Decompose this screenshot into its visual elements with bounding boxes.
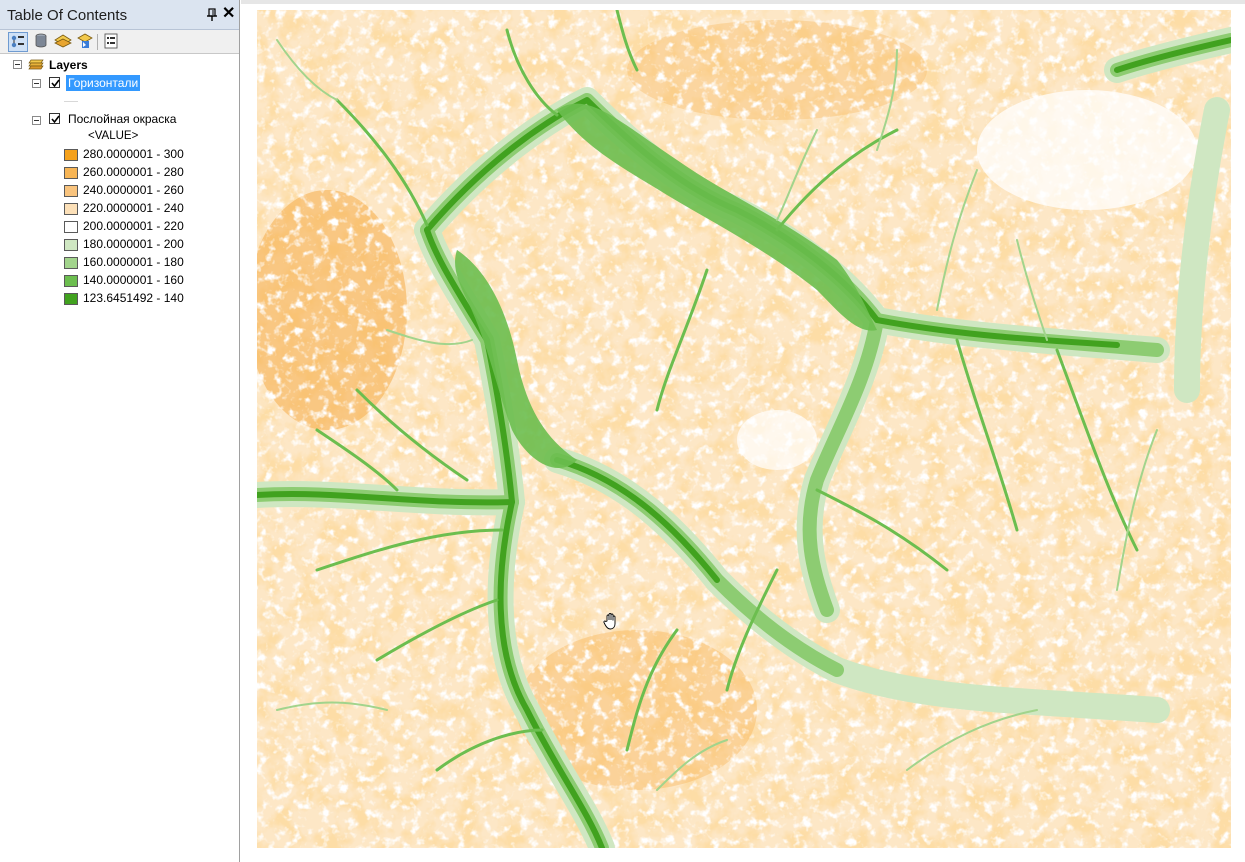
data-frame-label[interactable]: Layers bbox=[49, 58, 88, 72]
legend-class-label: 240.0000001 - 260 bbox=[83, 183, 184, 197]
renderer-field-label: <VALUE> bbox=[88, 130, 139, 142]
toolbar-separator bbox=[97, 34, 98, 50]
legend-color-swatch[interactable] bbox=[64, 185, 78, 197]
legend-class-label: 220.0000001 - 240 bbox=[83, 201, 184, 215]
legend-color-swatch[interactable] bbox=[64, 257, 78, 269]
map-view[interactable] bbox=[241, 0, 1245, 862]
options-button[interactable] bbox=[102, 32, 122, 52]
map-display[interactable] bbox=[257, 10, 1231, 848]
legend-color-swatch[interactable] bbox=[64, 167, 78, 179]
contour-line-symbol bbox=[64, 101, 78, 102]
pin-icon[interactable] bbox=[206, 8, 218, 22]
hypsometric-relief-map bbox=[257, 10, 1231, 848]
visibility-icon bbox=[54, 34, 72, 48]
layer-hypsometric-collapse-toggle[interactable] bbox=[32, 116, 41, 125]
toc-title: Table Of Contents bbox=[7, 7, 128, 24]
list-by-visibility-button[interactable] bbox=[54, 32, 74, 52]
legend-class-label: 123.6451492 - 140 bbox=[83, 291, 184, 305]
database-icon bbox=[35, 33, 47, 48]
legend-class-label: 200.0000001 - 220 bbox=[83, 219, 184, 233]
hand-pan-icon bbox=[603, 612, 619, 630]
valley-channels bbox=[257, 37, 1231, 848]
legend-color-swatch[interactable] bbox=[64, 293, 78, 305]
options-icon bbox=[104, 33, 118, 49]
map-top-border bbox=[241, 0, 1245, 4]
list-by-source-button[interactable] bbox=[32, 32, 52, 52]
layer-contours-label[interactable]: Горизонтали bbox=[66, 75, 141, 91]
legend-color-swatch[interactable] bbox=[64, 275, 78, 287]
legend-class-label: 140.0000001 - 160 bbox=[83, 273, 184, 287]
legend-class-label: 280.0000001 - 300 bbox=[83, 147, 184, 161]
valley-trunks bbox=[455, 103, 877, 469]
layers-order-icon bbox=[11, 35, 24, 48]
legend-class-label: 160.0000001 - 180 bbox=[83, 255, 184, 269]
layer-contours-visibility-checkbox[interactable] bbox=[49, 77, 60, 88]
relief-flat-area-center bbox=[737, 410, 817, 470]
legend-color-swatch[interactable] bbox=[64, 239, 78, 251]
toc-toolbar bbox=[0, 30, 239, 54]
legend-color-swatch[interactable] bbox=[64, 149, 78, 161]
legend-class-label: 260.0000001 - 280 bbox=[83, 165, 184, 179]
toc-layer-tree: Layers Горизонтали Послойная окраска <VA… bbox=[0, 55, 239, 862]
toc-title-bar[interactable]: Table Of Contents ✕ bbox=[0, 0, 239, 30]
legend-color-swatch[interactable] bbox=[64, 203, 78, 215]
layer-hypsometric-label[interactable]: Послойная окраска bbox=[68, 112, 177, 126]
layer-contours-collapse-toggle[interactable] bbox=[32, 79, 41, 88]
legend-class-label: 180.0000001 - 200 bbox=[83, 237, 184, 251]
list-by-drawing-order-button[interactable] bbox=[8, 32, 28, 52]
relief-flat-area-east bbox=[977, 90, 1197, 210]
data-frame-layers-icon bbox=[28, 57, 46, 74]
table-of-contents-panel: Table Of Contents ✕ bbox=[0, 0, 240, 862]
close-icon[interactable]: ✕ bbox=[222, 5, 236, 22]
list-by-selection-button[interactable] bbox=[76, 32, 96, 52]
layer-hypsometric-visibility-checkbox[interactable] bbox=[49, 113, 60, 124]
valley-rivulets bbox=[276, 39, 1158, 791]
selection-icon bbox=[77, 33, 93, 48]
layers-collapse-toggle[interactable] bbox=[13, 60, 22, 69]
valley-tributaries bbox=[315, 10, 1139, 772]
legend-color-swatch[interactable] bbox=[64, 221, 78, 233]
